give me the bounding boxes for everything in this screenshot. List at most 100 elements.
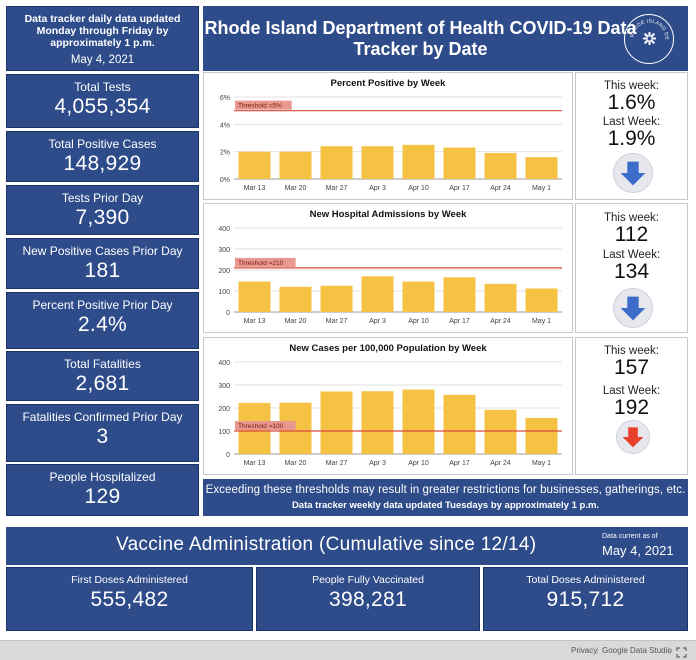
y-tick-label: 2%	[220, 150, 230, 157]
bar	[361, 276, 394, 312]
x-tick-label: Mar 13	[244, 460, 266, 467]
chart-new-cases-per-100k: New Cases per 100,000 Population by Week…	[203, 337, 573, 475]
bar	[443, 147, 476, 179]
x-tick-label: Apr 3	[369, 185, 386, 192]
threshold-label-bg	[235, 421, 296, 430]
x-tick-label: Mar 13	[244, 185, 266, 192]
vaccine-card-value: 398,281	[328, 588, 407, 611]
update-notice-box: Data tracker daily data updated Monday t…	[6, 6, 199, 71]
bar	[361, 391, 394, 454]
y-tick-label: 4%	[220, 122, 230, 129]
this-week-value: 112	[614, 223, 649, 246]
weekly-hospital-admissions: This week: 112 Last Week: 134	[575, 203, 688, 333]
thresholds-footnote: Exceeding these thresholds may result in…	[203, 479, 688, 516]
vaccine-as-of-label: Data current as of	[602, 533, 658, 540]
threshold-label: Threshold =210	[238, 260, 284, 267]
y-tick-label: 400	[218, 226, 230, 233]
google-data-studio-link[interactable]: Google Data Studio	[602, 646, 672, 655]
y-tick-label: 300	[218, 383, 230, 390]
bar	[402, 281, 435, 312]
arrow-down-icon	[613, 153, 653, 193]
vaccine-card-fully-vaccinated: People Fully Vaccinated 398,281	[256, 567, 480, 631]
x-tick-label: Apr 3	[369, 460, 386, 467]
footer-separator: |	[596, 646, 599, 655]
footer-separator: |	[668, 646, 671, 655]
x-tick-label: May 1	[532, 185, 551, 192]
stat-label: Total Positive Cases	[48, 137, 157, 151]
stat-label: Percent Positive Prior Day	[32, 298, 173, 312]
this-week-label: This week:	[604, 80, 659, 92]
vaccine-title: Vaccine Administration (Cumulative since…	[116, 534, 537, 555]
vaccine-card-label: Total Doses Administered	[526, 574, 645, 586]
bar	[320, 391, 353, 454]
chart-percent-positive: Percent Positive by Week 0% 2% 4% 6% Mar 13 M…	[203, 72, 573, 200]
weekly-percent-positive: This week: 1.6% Last Week: 1.9%	[575, 72, 688, 200]
stat-value: 2.4%	[77, 313, 128, 336]
fullscreen-icon[interactable]	[676, 645, 687, 660]
y-tick-label: 0	[226, 452, 230, 459]
bar	[484, 409, 517, 454]
stat-value: 4,055,354	[54, 95, 151, 118]
stat-new-positive-prior-day: New Positive Cases Prior Day 181	[6, 238, 199, 289]
bar	[402, 389, 435, 454]
y-tick-label: 200	[218, 268, 230, 275]
y-tick-label: 6%	[220, 95, 230, 102]
x-tick-label: Apr 10	[408, 185, 429, 192]
stat-total-tests: Total Tests 4,055,354	[6, 74, 199, 128]
stat-value: 181	[84, 259, 121, 282]
last-week-value: 134	[613, 260, 650, 283]
stat-label: People Hospitalized	[49, 470, 156, 484]
privacy-link[interactable]: Privacy	[571, 646, 598, 655]
chart-title: New Hospital Admissions by Week	[309, 209, 467, 220]
x-tick-label: Mar 27	[326, 185, 348, 192]
stat-value: 129	[84, 485, 121, 508]
x-tick-label: Mar 27	[326, 460, 348, 467]
bar	[525, 157, 558, 179]
stat-label: Total Fatalities	[64, 357, 141, 371]
x-tick-label: Apr 24	[490, 185, 511, 192]
x-tick-label: May 1	[532, 318, 551, 325]
y-tick-label: 400	[218, 360, 230, 367]
bar-chart-svg: 0 100 200 300 400 Mar 13 Mar 20 Mar 27 Apr 3 Apr …	[218, 226, 562, 325]
x-tick-label: Apr 17	[449, 318, 470, 325]
bar	[484, 283, 517, 312]
stat-label: Fatalities Confirmed Prior Day	[22, 410, 183, 424]
stat-label: New Positive Cases Prior Day	[22, 244, 183, 258]
last-week-value: 192	[613, 396, 650, 419]
chart-hospital-admissions: New Hospital Admissions by Week 0 100 200 3…	[203, 203, 573, 333]
x-tick-label: Mar 13	[244, 318, 266, 325]
stat-value: 2,681	[75, 372, 130, 395]
last-week-label: Last Week:	[602, 116, 661, 128]
stat-value: 3	[96, 425, 109, 448]
chart-title: Percent Positive by Week	[330, 78, 446, 89]
this-week-label: This week:	[604, 212, 659, 224]
update-date: May 4, 2021	[70, 54, 135, 66]
bar	[443, 277, 476, 312]
y-tick-label: 100	[218, 289, 230, 296]
this-week-label: This week:	[604, 345, 659, 357]
bar-chart-svg: 0% 2% 4% 6% Mar 13 Mar 20 Mar 27 Apr 3 Apr 10 Apr…	[220, 95, 562, 192]
bar	[279, 286, 312, 312]
last-week-label: Last Week:	[602, 249, 661, 261]
vaccine-card-label: First Doses Administered	[71, 574, 188, 586]
chart-title: New Cases per 100,000 Population by Week	[289, 343, 487, 354]
ri-health-seal-icon: RHODE ISLAND DEPARTMENT OF HEALTH	[623, 11, 674, 64]
y-tick-label: 100	[218, 429, 230, 436]
x-tick-label: Apr 10	[408, 460, 429, 467]
vaccine-card-label: People Fully Vaccinated	[312, 574, 424, 586]
update-notice-text: Data tracker daily data updated Monday t…	[24, 13, 181, 49]
stat-total-positive-cases: Total Positive Cases 148,929	[6, 131, 199, 182]
x-tick-label: Apr 24	[490, 318, 511, 325]
stat-label: Total Tests	[74, 80, 131, 94]
bar-chart-svg: 0 100 200 300 400 Mar 13 Mar 20 Mar 27 Apr 3 Apr …	[218, 360, 562, 467]
vaccine-card-value: 915,712	[546, 588, 625, 611]
bar	[525, 417, 558, 454]
stat-label: Tests Prior Day	[61, 191, 144, 205]
bar	[320, 285, 353, 312]
page-title: Rhode Island Department of Health COVID-…	[204, 18, 637, 59]
stat-percent-positive-prior-day: Percent Positive Prior Day 2.4%	[6, 292, 199, 349]
bar	[361, 146, 394, 179]
last-week-label: Last Week:	[602, 385, 661, 397]
weekly-update-note: Data tracker weekly data updated Tuesday…	[291, 500, 600, 511]
